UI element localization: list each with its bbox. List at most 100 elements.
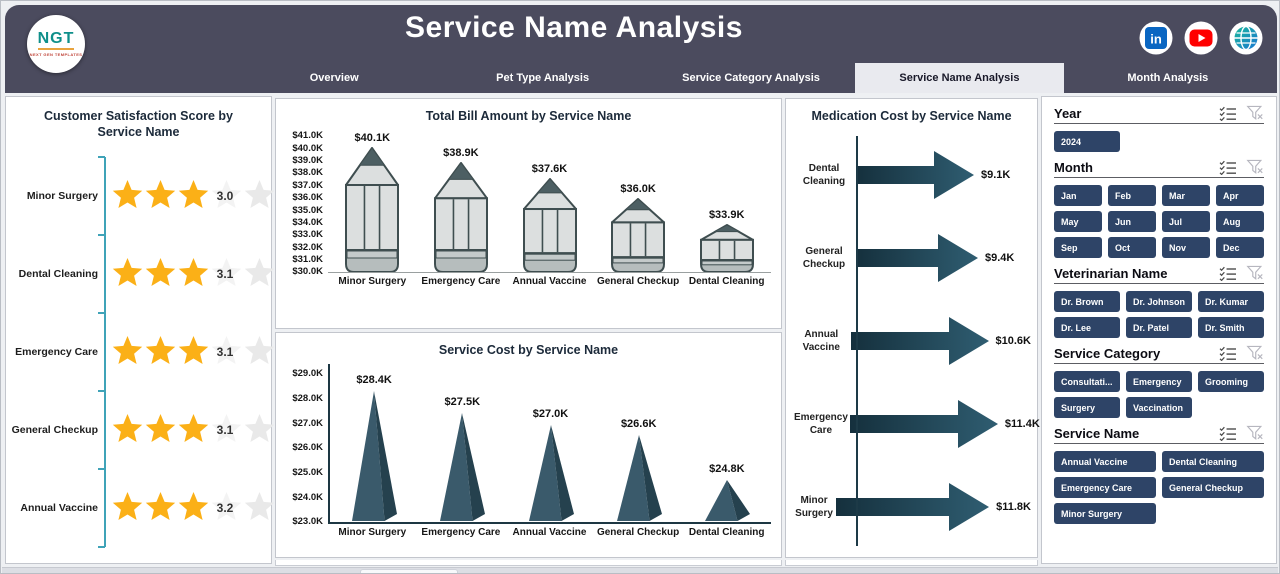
filter-section-year: Year 2024 [1054,105,1264,152]
arrow-bar-general-checkup[interactable]: $9.4K [856,232,1014,284]
star-filled-icon [145,180,176,216]
select-all-icon[interactable] [1219,425,1237,442]
bar-general-checkup[interactable] [615,433,663,522]
filter-option-jun[interactable]: Jun [1108,211,1156,232]
satisfaction-row-emergency-care: Emergency Care 3.1 [6,313,275,391]
filter-option-minor-surgery[interactable]: Minor Surgery [1054,503,1156,524]
filter-option-dental-cleaning[interactable]: Dental Cleaning [1162,451,1264,472]
filter-option-emergency[interactable]: Emergency [1126,371,1192,392]
clear-filter-icon[interactable] [1246,425,1264,441]
y-tick-label: $33.0K [292,229,323,241]
satisfaction-row-minor-surgery: Minor Surgery 3.0 [6,157,275,235]
chart-title-service-cost: Service Cost by Service Name [438,343,619,357]
star-filled-icon [112,336,143,372]
bar-dental-cleaning[interactable] [703,478,751,522]
category-label: General Checkup [802,245,846,270]
filter-option-oct[interactable]: Oct [1108,237,1156,258]
rating-value: 3.1 [216,345,234,359]
bar-annual-vaccine[interactable] [521,178,579,273]
star-empty-icon [244,336,275,372]
medication-row-emergency-care: Emergency Care $11.4K [794,383,1040,466]
filter-option-jan[interactable]: Jan [1054,185,1102,206]
tab-pet-type-analysis[interactable]: Pet Type Analysis [496,72,590,84]
category-label: Annual Vaccine [802,328,840,353]
filter-option-mar[interactable]: Mar [1162,185,1210,206]
arrow-bar-emergency-care[interactable]: $11.4K [849,398,1040,450]
star-rating[interactable]: 3.2 [108,490,275,526]
filter-option-consultati[interactable]: Consultati... [1054,371,1120,392]
filter-options: 2024 [1054,131,1264,152]
bar-general-checkup[interactable] [609,198,667,273]
filter-option-jul[interactable]: Jul [1162,211,1210,232]
star-rating[interactable]: 3.0 [108,178,275,216]
y-tick-label: $28.0K [292,392,323,404]
scrollbar-thumb[interactable] [360,569,458,573]
tab-month-analysis[interactable]: Month Analysis [1127,72,1209,84]
filter-option-dr-johnson[interactable]: Dr. Johnson [1126,291,1192,312]
y-tick-label: $31.0K [292,253,323,265]
filter-option-dr-brown[interactable]: Dr. Brown [1054,291,1120,312]
data-label: $10.6K [995,334,1031,347]
select-all-icon[interactable] [1219,105,1237,122]
tab-service-name-analysis[interactable]: Service Name Analysis [855,63,1064,93]
clear-filter-icon[interactable] [1246,345,1264,361]
linkedin-icon[interactable]: in [1139,21,1173,55]
total-bill-chart: $41.0K $40.0K $39.0K $38.0K $37.0K $36.0K $35.… [276,124,781,287]
plot-area: $28.4K $27.5K $27.0K $26.6K $24.8K [328,364,771,525]
data-label: $9.4K [985,251,1015,264]
y-tick-label: $23.0K [292,516,323,528]
filter-option-feb[interactable]: Feb [1108,185,1156,206]
bar-emergency-care[interactable] [432,162,490,273]
filter-option-apr[interactable]: Apr [1216,185,1264,206]
filter-option-general-checkup[interactable]: General Checkup [1162,477,1264,498]
filter-option-2024[interactable]: 2024 [1054,131,1120,152]
filter-option-dr-patel[interactable]: Dr. Patel [1126,317,1192,338]
star-rating[interactable]: 3.1 [108,412,275,448]
filter-option-aug[interactable]: Aug [1216,211,1264,232]
filter-option-sep[interactable]: Sep [1054,237,1102,258]
filter-option-surgery[interactable]: Surgery [1054,397,1120,418]
filter-option-dr-lee[interactable]: Dr. Lee [1054,317,1120,338]
filter-option-dec[interactable]: Dec [1216,237,1264,258]
select-all-icon[interactable] [1219,159,1237,176]
filter-option-dr-smith[interactable]: Dr. Smith [1198,317,1264,338]
x-tick-label: Minor Surgery [338,527,407,539]
star-rating[interactable]: 3.1 [108,334,275,372]
youtube-icon[interactable] [1184,21,1218,55]
bar-minor-surgery[interactable] [350,389,398,522]
horizontal-scrollbar[interactable] [2,567,1278,573]
axis-tick [98,390,105,392]
tab-service-category-analysis[interactable]: Service Category Analysis [682,72,820,84]
star-filled-icon [112,180,143,216]
filter-section-service-name: Service Name Annual Vaccine Dental Cleanin… [1054,425,1264,524]
filter-option-vaccination[interactable]: Vaccination [1126,397,1192,418]
bar-dental-cleaning[interactable] [698,224,756,273]
filter-option-grooming[interactable]: Grooming [1198,371,1264,392]
website-globe-icon[interactable] [1229,21,1263,55]
select-all-icon[interactable] [1219,345,1237,362]
tab-overview[interactable]: Overview [309,72,359,84]
y-tick-label: $37.0K [292,179,323,191]
filter-option-emergency-care[interactable]: Emergency Care [1054,477,1156,498]
arrow-bar-minor-surgery[interactable]: $11.8K [836,481,1031,533]
y-tick-label: $29.0K [292,368,323,380]
bar-emergency-care[interactable] [438,411,486,522]
clear-filter-icon[interactable] [1246,105,1264,121]
arrow-bar-dental-cleaning[interactable]: $9.1K [856,149,1010,201]
select-all-icon[interactable] [1219,265,1237,282]
filter-option-dr-kumar[interactable]: Dr. Kumar [1198,291,1264,312]
filter-option-may[interactable]: May [1054,211,1102,232]
y-tick-label: $39.0K [292,155,323,167]
arrow-bar-annual-vaccine[interactable]: $10.6K [850,315,1031,367]
filter-option-annual-vaccine[interactable]: Annual Vaccine [1054,451,1156,472]
star-rating[interactable]: 3.1 [108,256,275,292]
clear-filter-icon[interactable] [1246,265,1264,281]
clear-filter-icon[interactable] [1246,159,1264,175]
filter-option-nov[interactable]: Nov [1162,237,1210,258]
chart-title-medication-cost: Medication Cost by Service Name [811,109,1012,123]
panel-footer-strip [275,560,782,566]
filter-header: Service Category [1054,345,1264,364]
y-tick-label: $25.0K [292,466,323,478]
bar-minor-surgery[interactable] [343,147,401,273]
bar-annual-vaccine[interactable] [527,423,575,522]
